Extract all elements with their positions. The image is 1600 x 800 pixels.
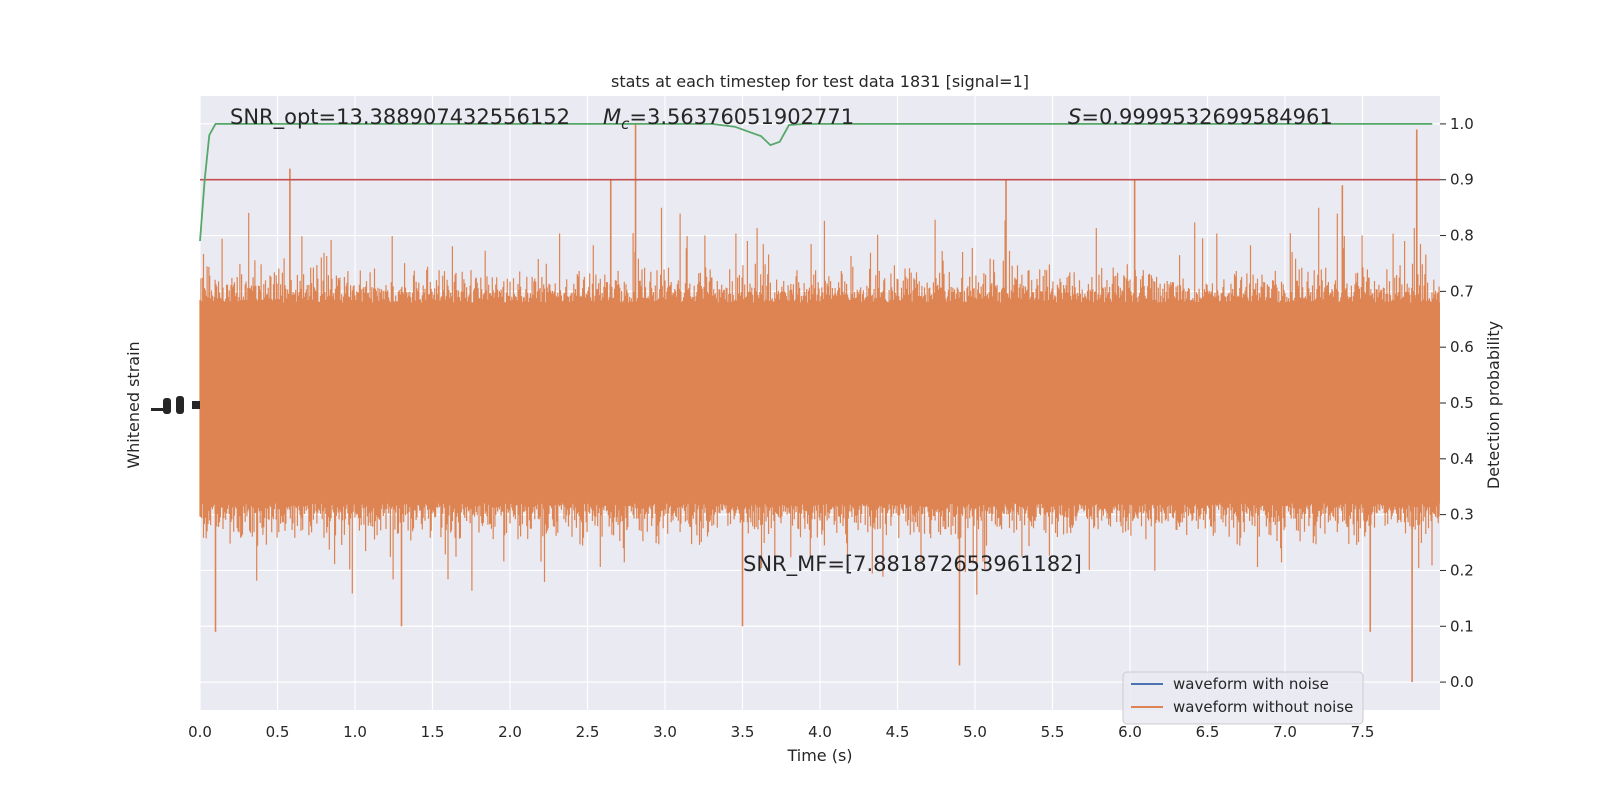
x-tick-label: 7.0: [1273, 723, 1297, 741]
x-tick-label: 2.5: [576, 723, 600, 741]
x-tick-label: 4.5: [886, 723, 910, 741]
y-axis-right-label: Detection probability: [1484, 321, 1503, 489]
snr-opt-annotation: SNR_opt=13.388907432556152: [230, 105, 570, 130]
s-symbol: S: [1068, 105, 1081, 129]
y-tick-label: 0.4: [1450, 450, 1474, 468]
y-tick-label: 0.3: [1450, 506, 1474, 524]
chirp-mass-symbol: M: [603, 105, 621, 129]
s-annotation: S=0.9999532699584961: [1068, 105, 1333, 129]
x-tick-label: 2.0: [498, 723, 522, 741]
x-tick-label: 6.0: [1118, 723, 1142, 741]
snr-mf-annotation: SNR_MF=[7.881872653961182]: [743, 552, 1082, 577]
y-tick-label: 0.0: [1450, 673, 1474, 691]
x-axis-label: Time (s): [786, 746, 852, 765]
waveform-without-noise-series: [199, 123, 1440, 683]
chirp-mass-subscript: c: [621, 115, 630, 133]
x-tick-label: 0.0: [188, 723, 212, 741]
y-tick-label: 0.9: [1450, 171, 1474, 189]
y-tick-label: 1.0: [1450, 115, 1474, 133]
x-tick-label: 5.0: [963, 723, 987, 741]
y-axis-left-label: Whitened strain: [124, 341, 143, 468]
chirp-mass-annotation: Mc=3.56376051902771: [603, 105, 854, 133]
s-value: =0.9999532699584961: [1081, 105, 1332, 129]
x-tick-label: 3.5: [731, 723, 755, 741]
y-tick-label: 0.7: [1450, 282, 1474, 300]
y-tick-label: 0.5: [1450, 394, 1474, 412]
legend: waveform with noise waveform without noi…: [1122, 671, 1364, 725]
chart-title: stats at each timestep for test data 183…: [611, 72, 1029, 91]
legend-label-without-noise: waveform without noise: [1173, 698, 1353, 716]
y-tick-label: 0.6: [1450, 338, 1474, 356]
detection-probability-line: [199, 123, 1433, 242]
x-tick-label: 1.0: [343, 723, 367, 741]
x-tick-label: 1.5: [421, 723, 445, 741]
x-axis-ticks: 0.0 0.5 1.0 1.5 2.0 2.5 3.0 3.5 4.0 4.5 5.0 5.5 6.0 6…: [188, 723, 1374, 741]
x-tick-label: 0.5: [266, 723, 290, 741]
y-tick-label: 0.1: [1450, 617, 1474, 635]
x-tick-label: 4.0: [808, 723, 832, 741]
y-tick-label: 0.2: [1450, 561, 1474, 579]
y-axis-right-ticks: 0.0 0.1 0.2 0.3 0.4 0.5 0.6 0.7 0.8 0.9 1.0: [1440, 115, 1474, 691]
y-tick-label: 0.8: [1450, 227, 1474, 245]
left-axis-overlapping-ticks: [151, 396, 200, 414]
chirp-mass-value: =3.56376051902771: [629, 105, 854, 129]
x-tick-label: 5.5: [1041, 723, 1065, 741]
x-tick-label: 6.5: [1196, 723, 1220, 741]
x-tick-label: 7.5: [1351, 723, 1375, 741]
x-tick-label: 3.0: [653, 723, 677, 741]
legend-label-with-noise: waveform with noise: [1173, 675, 1329, 693]
